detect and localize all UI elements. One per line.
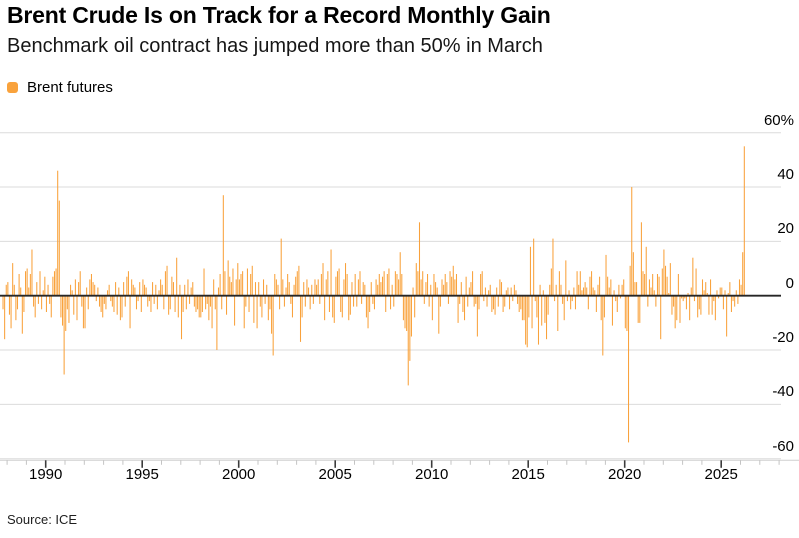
x-axis-tick-label: 2000 — [222, 466, 256, 483]
brent-futures-swatch-icon — [7, 82, 18, 93]
x-axis-tick-label: 2020 — [608, 466, 642, 483]
y-axis-tick-label: -60 — [772, 437, 794, 455]
y-axis-tick-label: 60% — [763, 111, 794, 129]
x-axis-tick-label: 2015 — [511, 466, 545, 483]
y-axis-tick-label: -40 — [772, 383, 794, 401]
x-axis-tick-label: 2010 — [415, 466, 449, 483]
chart-title: Brent Crude Is on Track for a Record Mon… — [7, 2, 551, 28]
legend: Brent futures — [7, 79, 113, 96]
x-axis-tick-label: 1990 — [29, 466, 63, 483]
x-axis-tick-label: 1995 — [125, 466, 159, 483]
x-axis-tick-label: 2025 — [704, 466, 738, 483]
y-axis-tick-label: 0 — [785, 274, 794, 292]
source-label: Source: ICE — [7, 512, 78, 527]
y-axis-tick-label: 20 — [777, 220, 794, 238]
y-axis-tick-label: 40 — [777, 166, 794, 183]
y-axis-tick-label: -20 — [772, 329, 794, 346]
legend-label: Brent futures — [27, 79, 113, 96]
x-axis-tick-label: 2005 — [318, 466, 352, 483]
chart-subtitle: Benchmark oil contract has jumped more t… — [7, 35, 543, 57]
